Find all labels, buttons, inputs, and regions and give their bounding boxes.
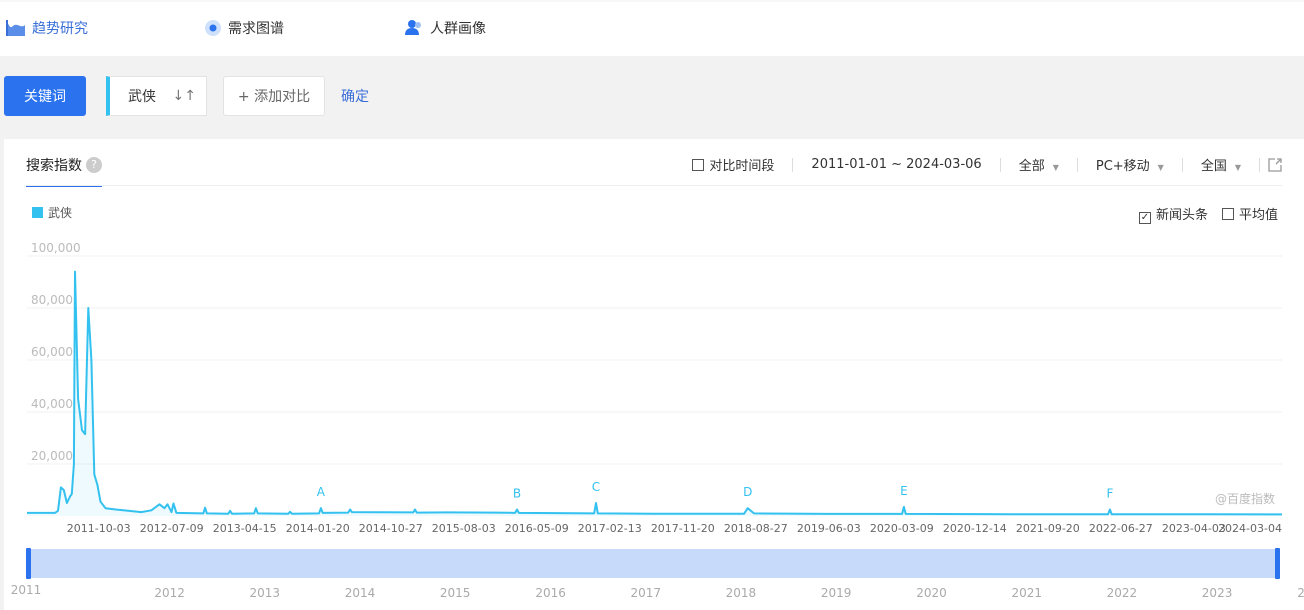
caret-down-icon: ▼ (1157, 163, 1164, 172)
news-annotation-f: F (1106, 487, 1113, 501)
navigator-year-label: 2011 (11, 583, 42, 597)
help-icon[interactable]: ? (86, 157, 102, 173)
navigator-year-label: 2012 (154, 586, 185, 600)
tab-search-index[interactable]: 搜索指数 ? (26, 155, 102, 187)
y-tick-label: 20,000 (31, 449, 73, 463)
navigator-handle-left[interactable] (26, 548, 31, 579)
watermark: @百度指数 (1215, 491, 1275, 506)
navigator-year-label: 2019 (821, 586, 852, 600)
x-tick-label: 2012-07-09 (140, 522, 204, 535)
region-select[interactable]: 全国 ▼ (1201, 155, 1241, 174)
navigator-year-label: 2013 (250, 586, 281, 600)
legend-item[interactable]: 武侠 (32, 204, 72, 221)
keyword-toolbar: 关键词 武侠 ↓↑ + 添加对比 确定 (0, 76, 1304, 116)
chart-options: ✓ 新闻头条 平均值 (1138, 204, 1278, 224)
navigator-year-label: 2023 (1202, 586, 1233, 600)
legend-swatch (32, 207, 43, 218)
navigator-year-label: 2015 (440, 586, 471, 600)
series-line (27, 270, 1283, 516)
news-annotation-e: E (900, 484, 908, 498)
date-range-picker[interactable]: 2011-01-01 ~ 2024-03-06 (811, 157, 982, 172)
x-tick-label: 2023-04-03 (1162, 522, 1226, 535)
average-checkbox[interactable]: 平均值 (1221, 204, 1278, 224)
keyword-button[interactable]: 关键词 (4, 76, 86, 116)
source-select[interactable]: 全部 ▼ (1019, 155, 1059, 174)
compare-period-label: 对比时间段 (709, 159, 775, 174)
caret-down-icon: ▼ (1052, 163, 1059, 172)
news-checkbox[interactable]: ✓ 新闻头条 (1138, 204, 1208, 224)
x-tick-label: 2018-08-27 (724, 522, 788, 535)
filters: 对比时间段 2011-01-01 ~ 2024-03-06 全部 ▼ PC+移动 ▼… (692, 155, 1282, 174)
navigator-year-label: 2022 (1107, 586, 1138, 600)
news-annotation-c: C (592, 480, 600, 494)
checkbox-icon (1221, 208, 1234, 220)
nav-label: 趋势研究 (32, 21, 88, 37)
average-label: 平均值 (1238, 208, 1278, 223)
x-tick-label: 2011-10-03 (67, 522, 131, 535)
x-tick-label: 2022-06-27 (1089, 522, 1153, 535)
nav-trend-research[interactable]: 趋势研究 (6, 18, 88, 38)
x-tick-label: 2024-03-04 (1218, 522, 1282, 535)
x-tick-label: 2020-03-09 (870, 522, 934, 535)
x-tick-label: 2014-01-20 (286, 522, 350, 535)
nav-label: 需求图谱 (228, 21, 284, 37)
x-tick-label: 2019-06-03 (797, 522, 861, 535)
navigator-year-label: 2016 (535, 586, 566, 600)
share-external-icon[interactable] (1268, 157, 1282, 172)
confirm-link[interactable]: 确定 (341, 89, 369, 105)
x-tick-label: 2016-05-09 (505, 522, 569, 535)
nav-demand-graph[interactable]: 需求图谱 (204, 18, 284, 38)
sort-icon[interactable]: ↓↑ (172, 88, 196, 104)
x-tick-label: 2020-12-14 (943, 522, 1007, 535)
x-tick-label: 2017-11-20 (651, 522, 715, 535)
navigator-range (27, 549, 1279, 578)
source-value: 全部 (1018, 159, 1045, 174)
device-select[interactable]: PC+移动 ▼ (1096, 155, 1164, 174)
add-compare-button[interactable]: + 添加对比 (223, 76, 325, 116)
keyword-value: 武侠 (128, 89, 156, 105)
target-dot-icon (205, 20, 221, 36)
search-index-panel: 搜索指数 ? 对比时间段 2011-01-01 ~ 2024-03-06 全部 ▼… (4, 139, 1304, 610)
navigator-year-label: 2018 (726, 586, 757, 600)
device-value: PC+移动 (1095, 159, 1150, 174)
navigator-year-label: 2024 (1297, 586, 1304, 600)
x-tick-label: 2017-02-13 (578, 522, 642, 535)
y-tick-label: 60,000 (31, 345, 73, 359)
news-annotation-a: A (317, 485, 326, 499)
top-nav: 趋势研究 需求图谱 人群画像 (0, 0, 1304, 56)
news-label: 新闻头条 (1155, 208, 1208, 223)
navigator-handle-right[interactable] (1275, 548, 1280, 579)
nav-crowd-profile[interactable]: 人群画像 (404, 18, 486, 38)
x-tick-label: 2013-04-15 (213, 522, 277, 535)
y-tick-label: 40,000 (31, 397, 73, 411)
nav-label: 人群画像 (430, 21, 486, 37)
navigator-year-label: 2014 (345, 586, 376, 600)
y-tick-label: 100,000 (31, 241, 81, 255)
keyword-input[interactable]: 武侠 ↓↑ (106, 76, 207, 116)
navigator-year-label: 2017 (630, 586, 661, 600)
news-annotation-d: D (743, 485, 752, 499)
compare-period-checkbox[interactable]: 对比时间段 (692, 155, 774, 174)
region-value: 全国 (1200, 159, 1227, 174)
tab-label: 搜索指数 (26, 158, 82, 174)
y-tick-label: 80,000 (31, 293, 73, 307)
divider (26, 185, 1282, 186)
users-icon (405, 20, 421, 35)
x-tick-label: 2021-09-20 (1016, 522, 1080, 535)
navigator-year-label: 2020 (916, 586, 947, 600)
trend-chart-icon (6, 20, 25, 36)
legend-label: 武侠 (48, 206, 73, 220)
caret-down-icon: ▼ (1234, 163, 1241, 172)
navigator-year-label: 2021 (1011, 586, 1042, 600)
news-annotation-b: B (513, 487, 521, 501)
x-tick-label: 2014-10-27 (359, 522, 423, 535)
checkbox-checked-icon: ✓ (1138, 212, 1151, 224)
x-tick-label: 2015-08-03 (432, 522, 496, 535)
checkbox-icon (692, 159, 705, 171)
